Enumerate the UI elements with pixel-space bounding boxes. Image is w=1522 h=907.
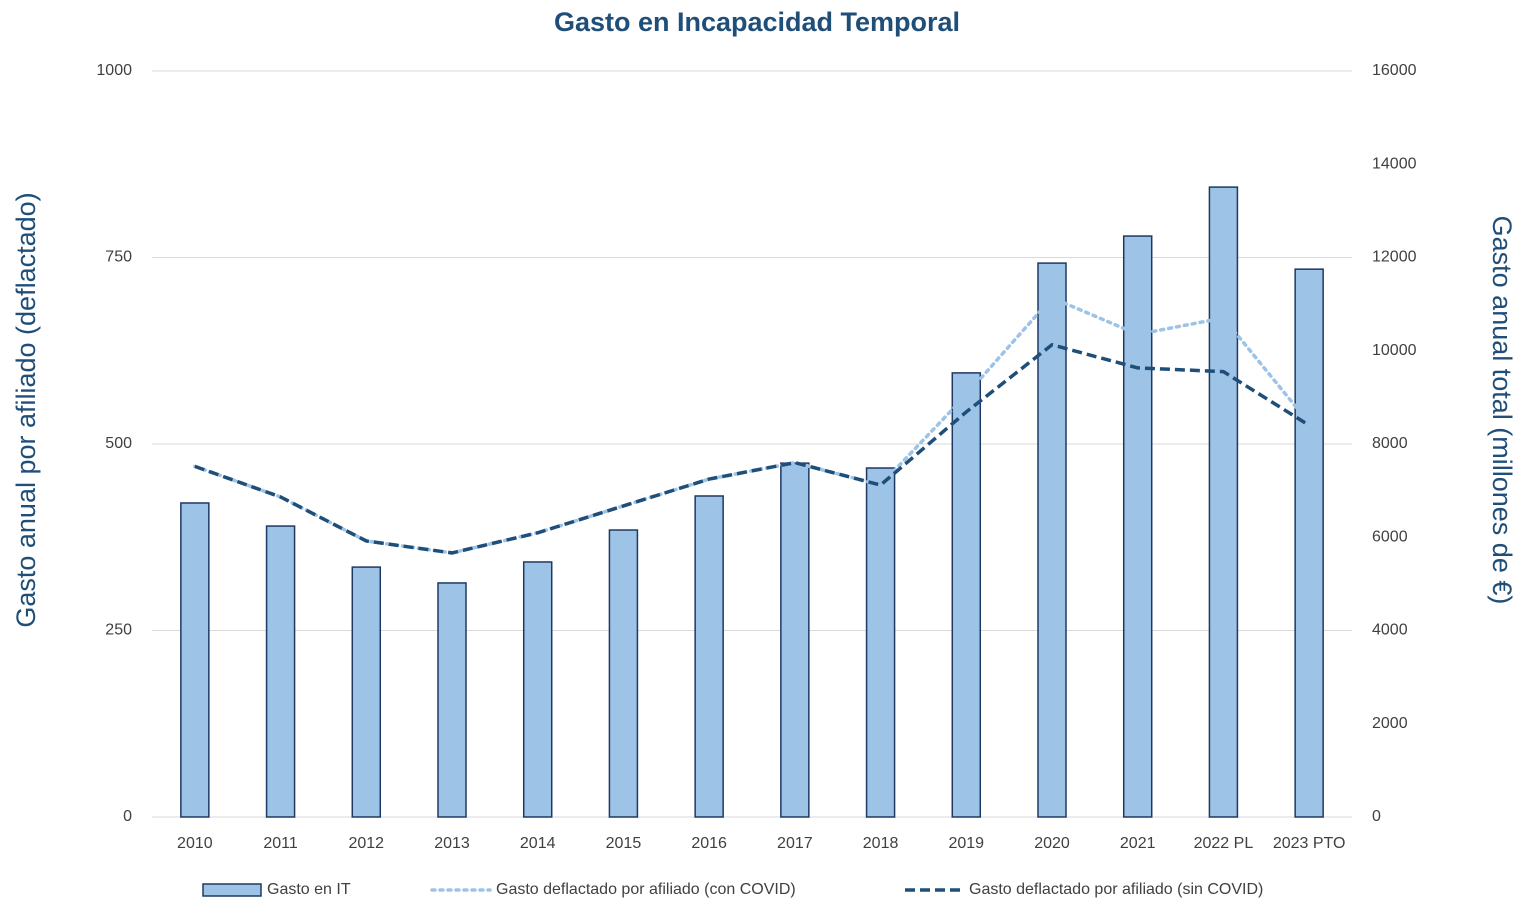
line bbox=[194, 342, 1311, 555]
legend-label: Gasto deflactado por afiliado (con COVID… bbox=[496, 881, 796, 898]
y2-tick-label: 16000 bbox=[1372, 62, 1417, 79]
bar bbox=[265, 525, 296, 818]
y2-tick-label: 8000 bbox=[1372, 435, 1408, 452]
bar bbox=[608, 529, 639, 818]
x-tick-label: 2012 bbox=[348, 835, 384, 852]
bar bbox=[694, 495, 724, 818]
bar bbox=[180, 502, 210, 818]
bar bbox=[780, 462, 810, 818]
x-tick-label: 2019 bbox=[948, 835, 984, 852]
x-tick-label: 2013 bbox=[434, 835, 470, 852]
y-tick-label: 1000 bbox=[96, 62, 132, 79]
x-tick-label: 2018 bbox=[863, 835, 899, 852]
y-tick-label: 500 bbox=[105, 435, 132, 452]
y2-tick-label: 0 bbox=[1372, 808, 1381, 825]
y-tick-label: 750 bbox=[105, 249, 132, 266]
x-tick-label: 2022 PL bbox=[1194, 835, 1254, 852]
y-axis-label: Gasto anual por afiliado (deflactado) bbox=[11, 192, 41, 627]
y2-tick-label: 4000 bbox=[1372, 622, 1408, 639]
x-tick-label: 2015 bbox=[606, 835, 642, 852]
legend-swatch bbox=[202, 883, 262, 897]
y-tick-label: 0 bbox=[123, 808, 132, 825]
y2-tick-label: 10000 bbox=[1372, 342, 1417, 359]
y2-tick-label: 6000 bbox=[1372, 528, 1408, 545]
y2-tick-label: 2000 bbox=[1372, 715, 1408, 732]
y2-axis-label: Gasto anual total (millones de €) bbox=[1487, 216, 1517, 605]
bar bbox=[351, 566, 382, 818]
x-tick-label: 2021 bbox=[1120, 835, 1156, 852]
legend-label: Gasto en IT bbox=[267, 881, 351, 898]
bar bbox=[1122, 235, 1153, 818]
x-tick-label: 2017 bbox=[777, 835, 813, 852]
x-tick-label: 2011 bbox=[263, 835, 298, 852]
y-tick-label: 250 bbox=[105, 622, 132, 639]
bar bbox=[1294, 268, 1324, 818]
bar bbox=[437, 582, 467, 818]
bar bbox=[865, 467, 896, 818]
bar bbox=[1208, 186, 1239, 818]
chart-title: Gasto en Incapacidad Temporal bbox=[554, 7, 960, 37]
bar bbox=[1037, 262, 1067, 818]
x-tick-label: 2020 bbox=[1034, 835, 1070, 852]
x-tick-label: 2014 bbox=[520, 835, 556, 852]
y2-tick-label: 12000 bbox=[1372, 249, 1417, 266]
x-tick-label: 2016 bbox=[691, 835, 727, 852]
x-tick-label: 2010 bbox=[177, 835, 213, 852]
legend-label: Gasto deflactado por afiliado (sin COVID… bbox=[969, 881, 1263, 898]
bar bbox=[951, 372, 982, 818]
x-tick-label: 2023 PTO bbox=[1273, 835, 1346, 852]
y2-tick-label: 14000 bbox=[1372, 155, 1417, 172]
bar bbox=[522, 561, 553, 818]
